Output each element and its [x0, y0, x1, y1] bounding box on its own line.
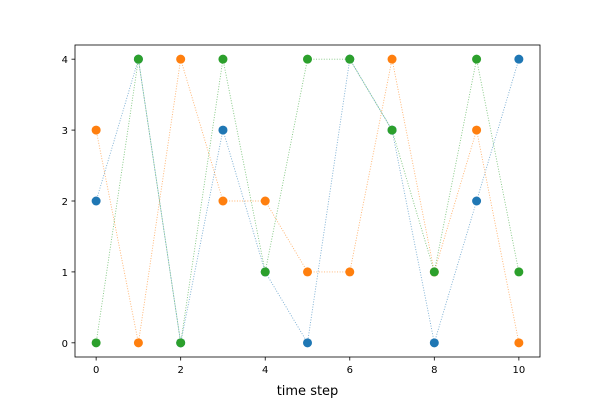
series-3-point [218, 54, 228, 64]
series-layer [91, 54, 524, 348]
series-3-point [387, 125, 397, 135]
series-3-point [260, 267, 270, 277]
series-1-point [303, 338, 312, 348]
series-3-point [429, 267, 439, 277]
series-1-point [472, 196, 482, 206]
x-tick-label: 10 [512, 365, 525, 376]
series-2-point [345, 267, 355, 277]
y-tick-label: 4 [62, 55, 68, 66]
series-2-point [514, 338, 524, 348]
series-3-point [345, 54, 355, 64]
series-2-point [176, 54, 186, 64]
series-2 [91, 54, 524, 348]
series-1 [91, 54, 524, 348]
series-2-point [218, 196, 228, 206]
y-tick-label: 3 [62, 126, 68, 137]
series-3-point [91, 338, 101, 348]
series-2-point [387, 54, 397, 64]
series-3-point [176, 338, 186, 348]
series-2-point [303, 267, 312, 277]
series-1-point [218, 125, 228, 135]
series-2-point [133, 338, 143, 348]
series-2-point [91, 125, 101, 135]
y-tick-label: 0 [62, 339, 68, 350]
series-1-point [91, 196, 101, 206]
x-axis: 0 2 4 6 8 10 [93, 357, 525, 376]
x-tick-label: 6 [347, 365, 353, 376]
x-tick-label: 4 [262, 365, 268, 376]
series-1-point [514, 54, 524, 64]
y-axis: 0 1 2 3 4 [62, 55, 75, 350]
x-tick-label: 8 [431, 365, 437, 376]
x-axis-label: time step [277, 384, 339, 399]
y-tick-label: 1 [62, 268, 68, 279]
series-2-point [260, 196, 270, 206]
x-tick-label: 0 [93, 365, 99, 376]
x-tick-label: 2 [177, 365, 183, 376]
series-3 [91, 54, 524, 348]
series-3-point [472, 54, 482, 64]
y-tick-label: 2 [62, 197, 68, 208]
series-3-point [514, 267, 524, 277]
series-3-point [133, 54, 143, 64]
series-1-point [429, 338, 439, 348]
series-3-point [303, 54, 312, 64]
series-2-point [472, 125, 482, 135]
